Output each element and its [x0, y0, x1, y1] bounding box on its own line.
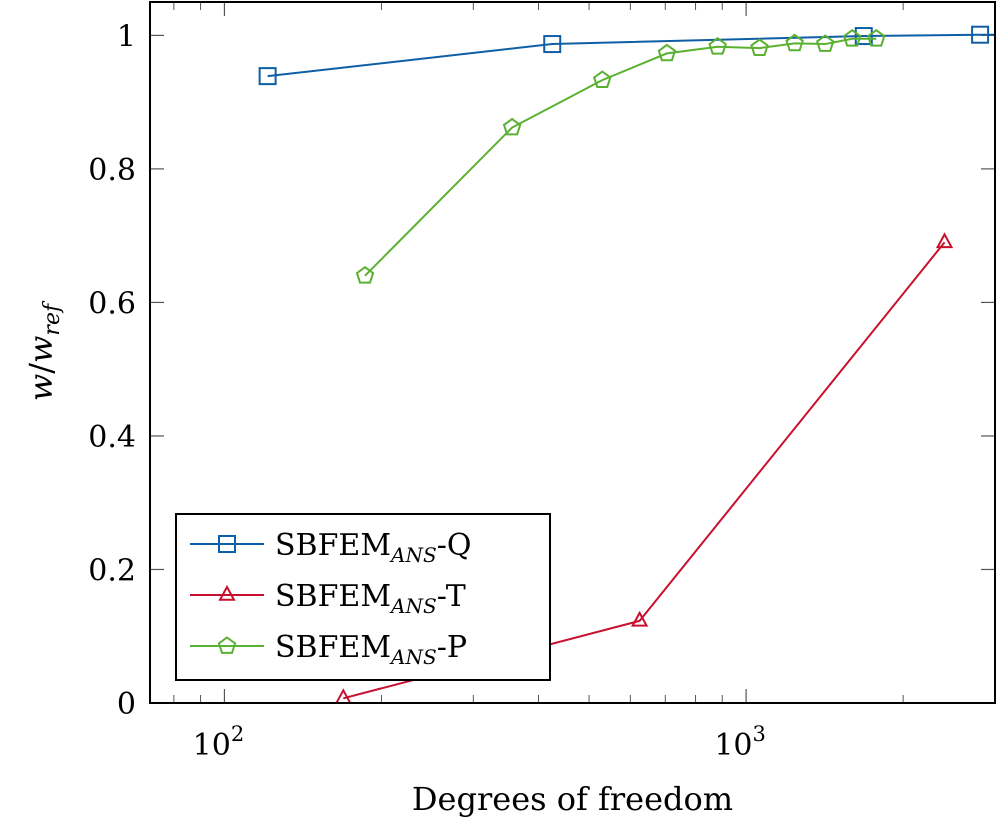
legend-box — [175, 513, 551, 681]
data-point — [630, 610, 649, 627]
legend-marker — [217, 636, 237, 654]
data-point — [593, 70, 612, 88]
legend-marker — [218, 584, 236, 601]
legend-entry: SBFEMANS-P — [190, 630, 467, 669]
data-point — [502, 117, 522, 136]
data-point — [815, 34, 835, 52]
x-tick-label: 102 — [193, 722, 245, 763]
data-point — [854, 27, 873, 46]
y-axis-label: w/wref — [22, 300, 65, 401]
y-tick-label: 0 — [117, 687, 136, 722]
legend-entry: SBFEMANS-T — [190, 579, 466, 618]
tick-label-layer: 102 103 0 0.2 0.4 0.6 0.8 1 — [88, 19, 766, 763]
plot-frame — [149, 1, 996, 704]
data-point — [842, 28, 862, 47]
y-axis-label-slash: / — [22, 363, 60, 374]
data-point — [708, 36, 727, 55]
y-tick-label: 0.4 — [88, 420, 136, 455]
data-point — [935, 232, 954, 249]
data-point — [866, 28, 886, 47]
legend-label: SBFEMANS-T — [275, 579, 466, 618]
y-axis-label-var: w — [22, 336, 60, 363]
y-axis-label-base: w — [22, 374, 60, 401]
x-tick-label: 103 — [714, 722, 766, 763]
series-q — [258, 25, 995, 86]
data-point — [657, 43, 677, 62]
series-line — [364, 37, 877, 277]
legend-label: SBFEMANS-P — [275, 630, 467, 669]
x-axis-label: Degrees of freedom — [412, 780, 733, 818]
data-point — [785, 33, 804, 52]
y-tick-label: 1 — [117, 19, 136, 54]
y-tick-label: 0.8 — [88, 153, 136, 188]
legend-label: SBFEMANS-Q — [275, 528, 471, 567]
legend-entry: SBFEMANS-Q — [190, 528, 471, 567]
data-point — [543, 35, 562, 54]
series-line — [267, 33, 995, 78]
series-p — [355, 28, 886, 284]
y-axis-label-sub: ref — [40, 300, 65, 336]
data-point — [335, 688, 352, 703]
y-tick-label: 0.2 — [88, 553, 136, 588]
data-point — [971, 25, 990, 44]
data-point — [750, 38, 769, 56]
data-point — [355, 265, 375, 284]
data-point — [258, 67, 277, 86]
y-tick-label: 0.6 — [88, 286, 136, 321]
legend-marker — [218, 535, 236, 553]
legend: SBFEMANS-Q SBFEMANS-T SBFEMANS-P — [175, 513, 551, 681]
